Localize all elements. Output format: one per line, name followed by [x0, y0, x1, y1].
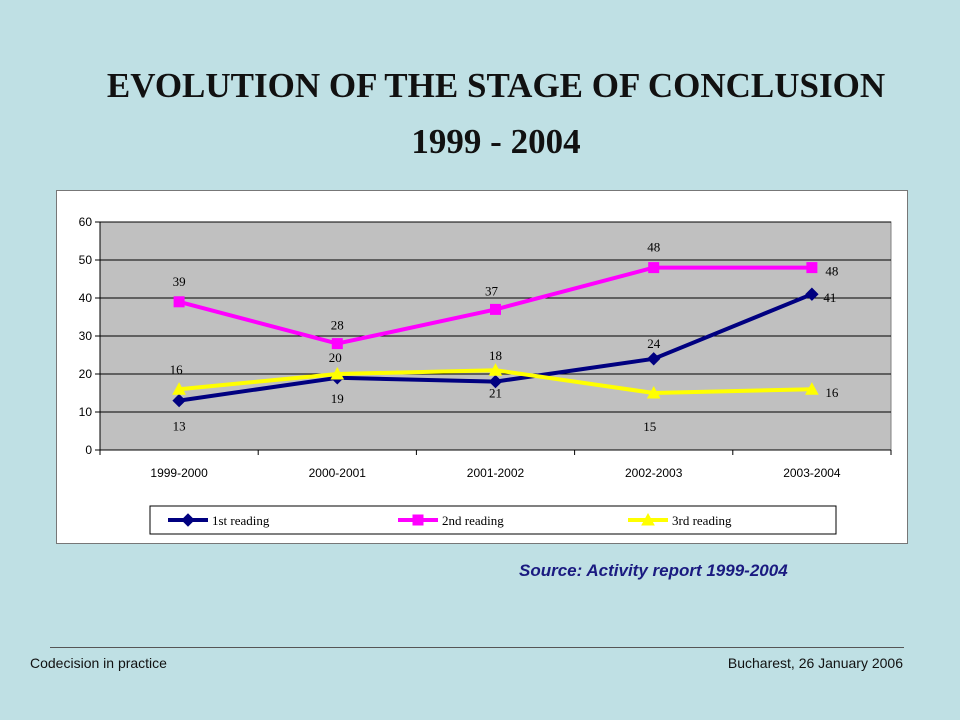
x-tick-label: 2001-2002 — [467, 466, 525, 480]
y-tick-label: 20 — [79, 367, 93, 381]
data-label: 16 — [825, 385, 839, 400]
data-point — [488, 363, 503, 376]
legend-label: 1st reading — [212, 513, 270, 528]
legend-marker — [181, 513, 195, 527]
data-label: 24 — [647, 336, 661, 351]
data-point — [488, 374, 503, 389]
slide-title: EVOLUTION OF THE STAGE OF CONCLUSION — [106, 66, 886, 105]
y-tick-label: 10 — [79, 405, 93, 419]
footer-divider — [50, 647, 904, 648]
data-point — [172, 393, 186, 408]
data-label: 48 — [647, 240, 660, 255]
x-tick-label: 2000-2001 — [309, 466, 367, 480]
data-label: 20 — [329, 350, 342, 365]
data-point — [805, 287, 819, 301]
data-label: 15 — [643, 419, 656, 434]
y-tick-label: 50 — [79, 253, 93, 267]
data-point — [330, 366, 345, 380]
data-label: 16 — [170, 362, 184, 377]
data-point — [173, 296, 185, 308]
line-chart: 0 10 20 30 40 50 60 1999-2000 2000-2001 2001-2002… — [79, 215, 892, 535]
data-label: 28 — [331, 318, 344, 333]
data-label: 21 — [489, 386, 502, 401]
data-point — [331, 338, 343, 350]
data-label: 39 — [173, 274, 186, 289]
x-tick-label: 2002-2003 — [625, 466, 683, 480]
data-label: 13 — [173, 419, 186, 434]
legend-label: 2nd reading — [442, 513, 504, 528]
data-label: 48 — [825, 264, 838, 279]
chart-container: 0 10 20 30 40 50 60 1999-2000 2000-2001 2001-2002… — [56, 190, 908, 544]
data-label: 19 — [331, 391, 344, 406]
legend-box — [149, 505, 837, 535]
x-tick-label: 1999-2000 — [150, 466, 208, 480]
y-tick-label: 40 — [79, 291, 93, 305]
data-point — [172, 382, 186, 395]
data-point — [490, 303, 501, 315]
source-note: Source: Activity report 1999-2004 — [519, 561, 788, 580]
footer-left-text: Codecision in practice — [30, 655, 167, 671]
y-tick-label: 30 — [79, 329, 93, 343]
legend-label: 3rd reading — [672, 513, 732, 528]
data-label: 18 — [489, 348, 502, 363]
data-label: 37 — [485, 283, 499, 298]
data-point — [646, 352, 661, 366]
legend-marker — [412, 514, 424, 526]
data-point — [646, 385, 661, 399]
slide-subtitle-years: 1999 - 2004 — [411, 122, 581, 161]
data-point — [806, 262, 818, 274]
legend-marker — [641, 512, 655, 526]
data-point — [648, 262, 660, 274]
x-tick-label: 2003-2004 — [783, 466, 841, 480]
y-tick-label: 0 — [85, 443, 92, 457]
footer-right-text: Bucharest, 26 January 2006 — [727, 655, 903, 671]
data-point — [805, 382, 819, 395]
data-label: 41 — [823, 290, 836, 305]
y-tick-label: 60 — [79, 215, 93, 229]
